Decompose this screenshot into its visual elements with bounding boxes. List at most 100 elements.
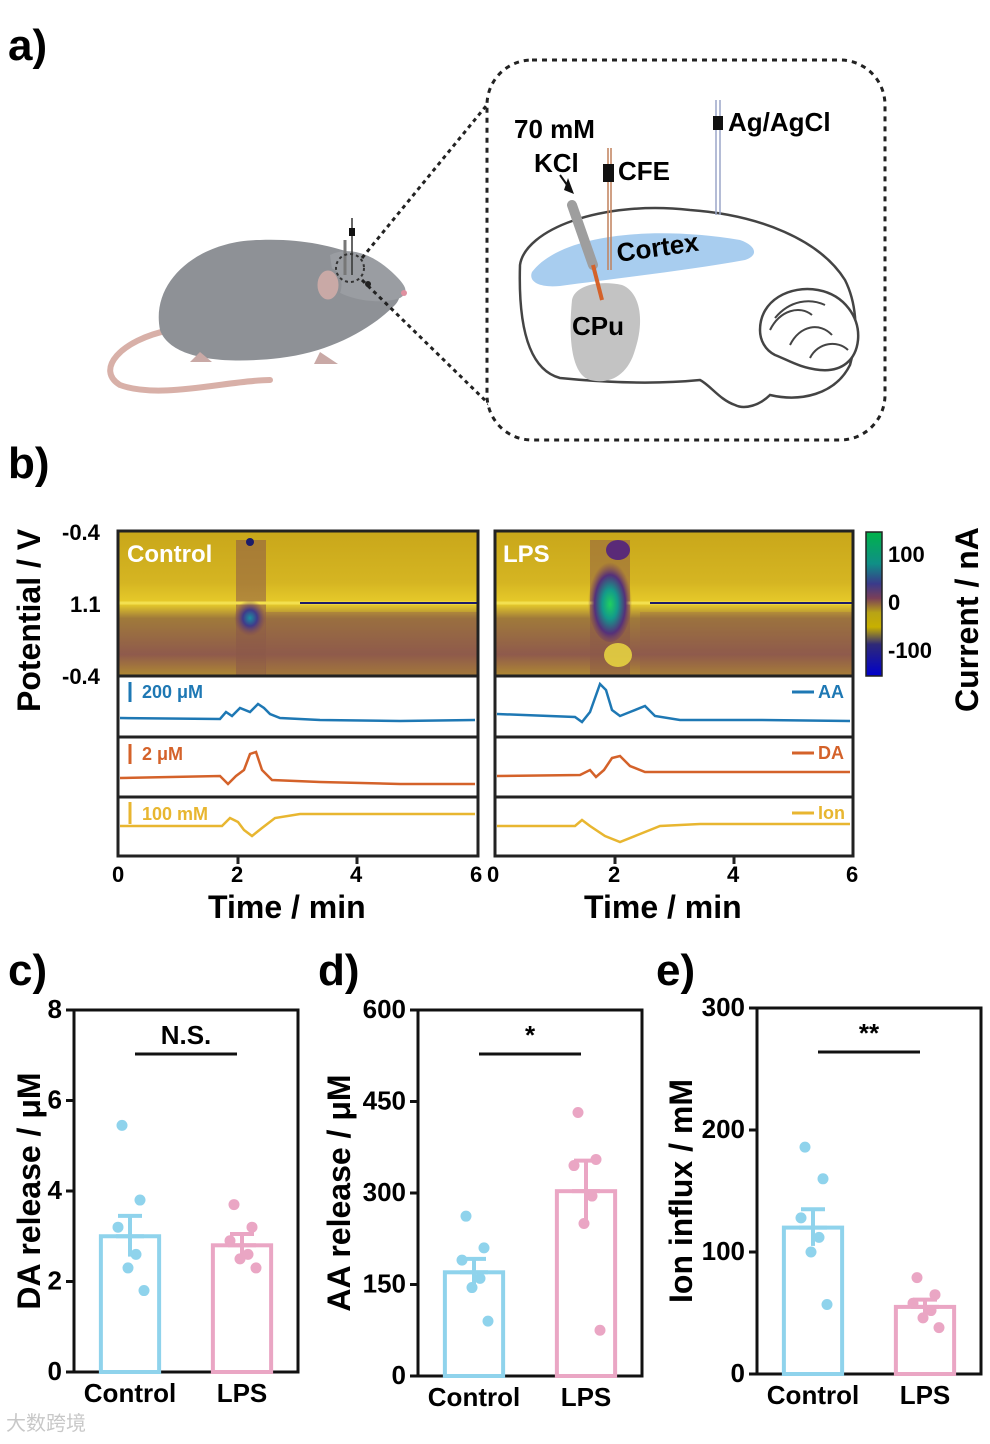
data-point xyxy=(813,1231,825,1243)
trace-aa-control xyxy=(119,702,476,723)
trace-da-control xyxy=(119,750,475,786)
time-tick: 6 xyxy=(470,862,482,887)
data-point xyxy=(134,1194,146,1206)
bar-chart-c: 0 2 4 6 8 DA release / μM Control LPS N.S. xyxy=(11,994,300,1408)
data-point xyxy=(907,1297,919,1309)
colorbar-tick: 100 xyxy=(888,542,925,567)
data-point xyxy=(925,1305,937,1317)
mouse-nose xyxy=(401,290,407,296)
y-tick-label: 4 xyxy=(48,1175,63,1205)
cfe-label: CFE xyxy=(618,156,670,186)
cerebellum-folds xyxy=(769,300,849,359)
y-tick-label: 300 xyxy=(363,1177,406,1207)
y-axis-label: DA release / μM xyxy=(11,1072,47,1309)
scale-bar-aa-label: 200 μM xyxy=(142,682,203,702)
brain-diagram xyxy=(518,100,860,409)
trace-ion-control xyxy=(120,812,475,838)
panel-label-b: b) xyxy=(8,439,50,488)
legend-da: DA xyxy=(818,743,844,763)
trace-da-lps xyxy=(496,754,850,779)
data-point xyxy=(246,1221,258,1233)
potential-axis-label: Potential / V xyxy=(11,528,47,712)
category-label: Control xyxy=(84,1378,176,1408)
potential-tick: -0.4 xyxy=(62,520,101,545)
time-tick: 4 xyxy=(727,862,740,887)
trace-ion-lps xyxy=(497,818,850,844)
data-point xyxy=(795,1212,807,1224)
data-point xyxy=(817,1173,829,1185)
watermark: 大数跨境 xyxy=(6,1413,86,1435)
legend-ion: Ion xyxy=(818,803,845,823)
panel-label-c: c) xyxy=(8,946,47,995)
trace-frames xyxy=(116,529,855,858)
cpu-label: CPu xyxy=(572,311,624,341)
data-point xyxy=(112,1221,124,1233)
panel-label-a: a) xyxy=(8,21,47,70)
data-point xyxy=(242,1248,254,1260)
mouse-foot xyxy=(314,352,338,364)
kcl-label-line1: 70 mM xyxy=(514,114,595,144)
data-point xyxy=(821,1298,833,1310)
kcl-cannula xyxy=(567,200,598,270)
data-point xyxy=(228,1199,240,1211)
category-label: LPS xyxy=(217,1378,268,1408)
data-point xyxy=(578,1218,590,1229)
mouse-foot xyxy=(190,352,212,362)
data-point xyxy=(138,1285,150,1297)
time-tick: 0 xyxy=(487,862,499,887)
bar-lps xyxy=(210,1243,274,1375)
bar-chart-e: 0 100 200 300 Ion influx / mM Control LPS ** xyxy=(663,992,983,1410)
category-label: Control xyxy=(428,1382,520,1412)
time-tick: 0 xyxy=(112,862,124,887)
cfe-connector xyxy=(603,164,614,182)
plot-frame xyxy=(755,1006,983,1376)
data-point xyxy=(568,1160,580,1172)
mouse-ear xyxy=(314,267,342,303)
data-point xyxy=(466,1282,478,1294)
data-point xyxy=(911,1272,923,1284)
bar-charts: 0 2 4 6 8 DA release / μM Control LPS N.S. 0 150 30… xyxy=(11,992,983,1412)
data-point xyxy=(460,1210,472,1222)
panel-label-d: d) xyxy=(318,946,360,995)
heatmap-lps xyxy=(496,532,852,676)
y-tick-label: 450 xyxy=(363,1086,406,1116)
y-tick-label: 200 xyxy=(702,1114,745,1144)
plot-frame xyxy=(72,1008,300,1374)
current-axis-label: Current / nA xyxy=(949,527,985,712)
category-label: Control xyxy=(767,1380,859,1410)
potential-tick: -0.4 xyxy=(62,664,101,689)
mouse-head xyxy=(330,251,406,302)
scale-bar-da-label: 2 μM xyxy=(142,744,183,764)
significance-label: * xyxy=(525,1020,536,1050)
bar-chart-d: 0 150 300 450 600 AA release / μM Control LPS * xyxy=(321,994,644,1412)
data-point xyxy=(116,1119,128,1131)
data-point xyxy=(478,1242,490,1254)
y-tick-label: 150 xyxy=(363,1269,406,1299)
cfe-tip xyxy=(591,264,604,301)
data-point xyxy=(590,1153,602,1165)
data-point xyxy=(474,1272,486,1284)
data-point xyxy=(917,1312,929,1324)
significance-label: ** xyxy=(859,1018,880,1048)
data-point xyxy=(799,1141,811,1153)
legend-aa: AA xyxy=(818,682,844,702)
data-point xyxy=(224,1235,236,1247)
zoom-line-bottom xyxy=(360,278,497,412)
data-point xyxy=(933,1322,945,1334)
mouse-illustration xyxy=(107,218,407,394)
heatmap-title-lps: LPS xyxy=(503,541,550,568)
time-tick: 2 xyxy=(231,862,243,887)
y-tick-label: 100 xyxy=(702,1236,745,1266)
data-point xyxy=(122,1262,134,1274)
category-label: LPS xyxy=(561,1382,612,1412)
zoom-line-top xyxy=(360,94,497,259)
colorbar xyxy=(865,531,883,677)
y-axis-label: Ion influx / mM xyxy=(663,1079,699,1303)
potential-tick: 1.1 xyxy=(70,592,101,617)
data-point xyxy=(586,1190,598,1202)
ref-connector xyxy=(713,116,723,130)
ref-label: Ag/AgCl xyxy=(728,107,831,137)
mouse-tail xyxy=(107,327,273,394)
significance-label: N.S. xyxy=(161,1020,212,1050)
